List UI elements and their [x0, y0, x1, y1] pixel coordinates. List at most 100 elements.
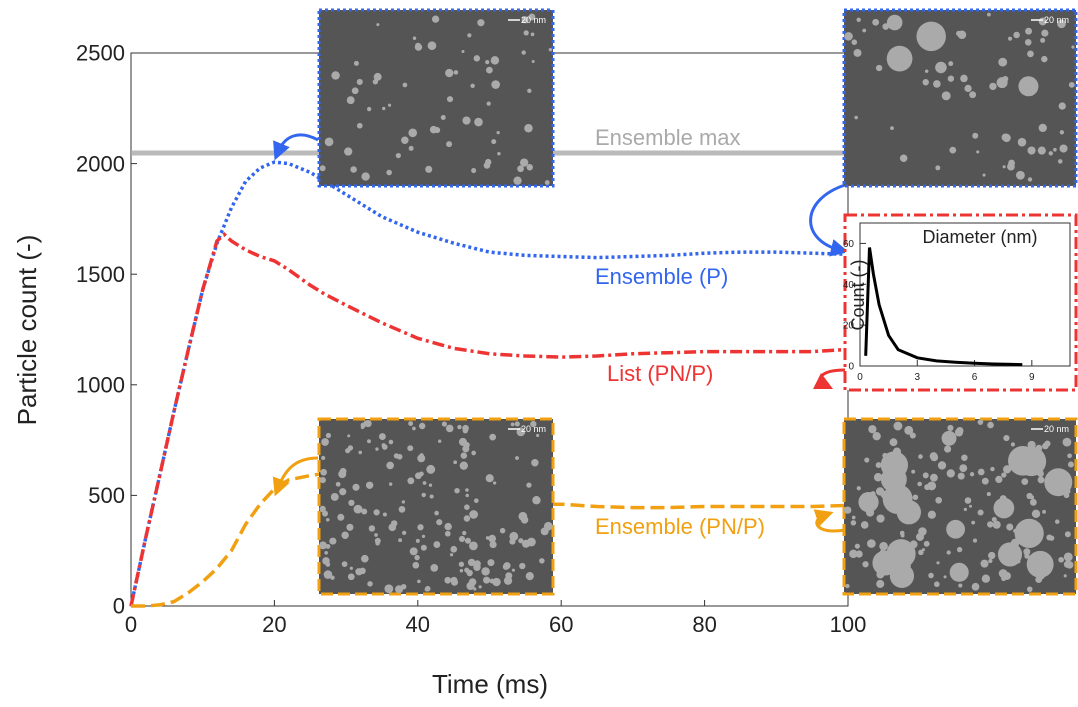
particle: [330, 575, 335, 580]
particle: [387, 103, 392, 107]
particle: [912, 494, 919, 501]
particle: [473, 55, 481, 62]
particle: [851, 515, 856, 520]
particle: [463, 515, 471, 522]
particle: [487, 559, 495, 567]
particle: [991, 517, 997, 523]
particle: [445, 68, 454, 78]
particle: [462, 530, 467, 536]
particle: [514, 421, 520, 427]
particle: [319, 476, 326, 484]
particle: [1041, 55, 1048, 63]
particle: [947, 424, 954, 431]
y-tick-label: 1500: [76, 262, 125, 287]
particle: [421, 492, 426, 498]
particle: [1027, 88, 1035, 96]
particle: [378, 433, 386, 441]
particle: [1027, 440, 1036, 450]
particle: [862, 561, 869, 568]
particle: [444, 522, 452, 531]
particle: [517, 165, 524, 173]
particle: [935, 165, 941, 171]
particle: [320, 468, 327, 476]
particle: [486, 101, 491, 106]
particle: [401, 500, 406, 504]
particle: [444, 576, 452, 584]
particle: [527, 537, 536, 547]
particle: [536, 433, 540, 438]
particle: [341, 561, 348, 567]
particle: [458, 535, 466, 542]
particle: [988, 551, 996, 560]
particle: [890, 126, 894, 131]
particle: [1037, 146, 1046, 155]
particle: [957, 472, 965, 480]
particle: [929, 452, 938, 461]
particle: [450, 545, 458, 553]
particle: [478, 585, 482, 589]
particle: [1071, 45, 1075, 49]
particle: [414, 554, 420, 561]
particle: [323, 570, 333, 579]
particle: [897, 461, 901, 465]
particle: [524, 124, 533, 133]
particle: [402, 82, 408, 88]
particle: [844, 506, 852, 514]
particle: [461, 50, 465, 54]
particle: [909, 432, 916, 439]
particle: [1041, 29, 1049, 37]
particle: [1065, 473, 1071, 478]
particle: [544, 180, 550, 185]
particle: [911, 469, 916, 474]
particle: [433, 541, 441, 549]
particle: [937, 461, 947, 470]
particle: [453, 460, 458, 465]
particle: [425, 165, 433, 173]
particle: [483, 162, 491, 169]
particle: [1068, 81, 1075, 88]
particle: [1014, 518, 1044, 548]
particle: [489, 541, 497, 549]
particle: [457, 424, 462, 430]
particle: [959, 464, 968, 473]
particle: [1062, 437, 1072, 447]
particle: [1017, 137, 1027, 147]
particle: [415, 538, 420, 543]
particle: [1040, 37, 1046, 43]
particle: [419, 471, 424, 477]
particle: [422, 481, 427, 485]
particle: [434, 510, 439, 516]
particle: [486, 66, 493, 74]
particle: [483, 576, 491, 584]
particle: [872, 550, 898, 576]
particle: [1007, 162, 1015, 171]
particle: [329, 537, 337, 545]
particle: [946, 550, 951, 555]
particle: [417, 454, 426, 463]
particle: [319, 541, 327, 550]
particle: [1046, 534, 1053, 541]
particle: [462, 424, 469, 432]
particle: [510, 422, 515, 427]
particle: [468, 578, 477, 586]
particle: [893, 421, 903, 431]
particle: [860, 521, 869, 529]
particle: [1065, 561, 1074, 569]
particle: [473, 563, 481, 572]
particle: [856, 17, 861, 22]
particle: [359, 567, 366, 575]
particle: [868, 425, 877, 434]
particle: [485, 474, 494, 483]
particle: [981, 574, 991, 583]
particle: [375, 541, 380, 546]
particle: [941, 430, 957, 446]
x-tick-label: 0: [125, 612, 137, 637]
particle: [471, 168, 477, 174]
particle: [348, 499, 355, 506]
particle: [876, 579, 885, 588]
particle: [441, 421, 448, 427]
particle: [515, 456, 519, 460]
particle: [356, 78, 363, 86]
particle: [364, 420, 372, 428]
particle: [935, 496, 943, 504]
